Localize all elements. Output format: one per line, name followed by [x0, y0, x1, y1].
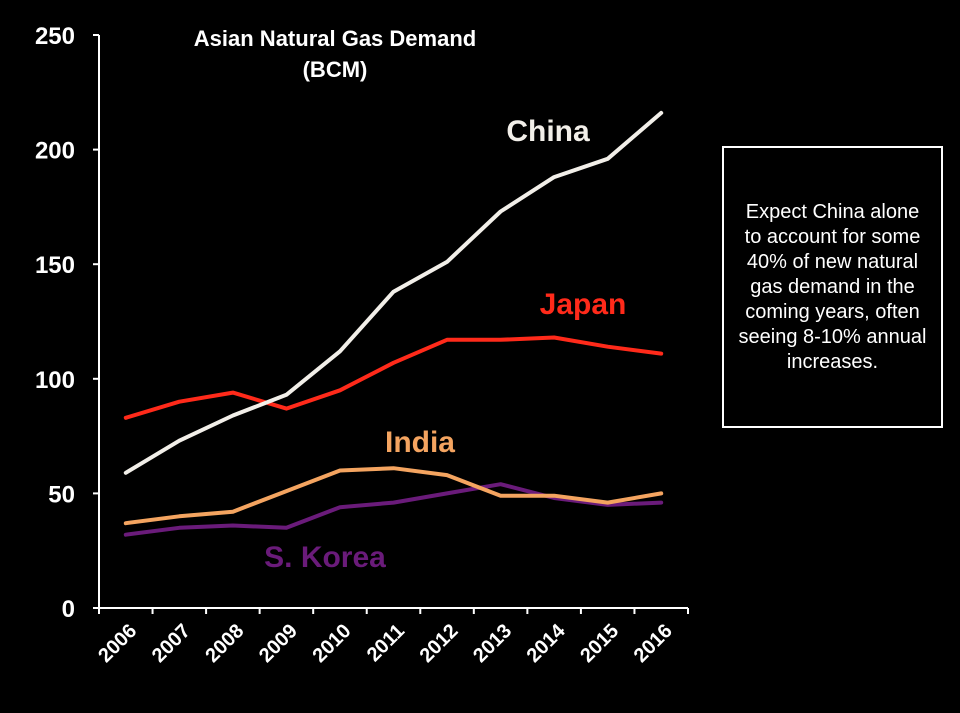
x-tick-label: 2010 [308, 620, 355, 667]
x-tick-label: 2011 [363, 620, 409, 666]
series-line-japan [123, 335, 664, 420]
y-tick-label: 100 [35, 367, 75, 394]
series-label-japan: Japan [540, 288, 627, 321]
x-tick-label: 2013 [469, 620, 516, 667]
x-tick-label: 2007 [148, 620, 195, 667]
series-label-china: China [506, 115, 590, 148]
y-tick-label: 0 [62, 596, 75, 623]
y-tick-label: 50 [48, 481, 75, 508]
x-tick-label: 2009 [255, 620, 302, 667]
annotation-box: Expect China alone to account for some 4… [722, 146, 943, 428]
series-lines [123, 110, 664, 537]
series-labels: China Japan India S. Korea [264, 115, 626, 574]
annotation-text: Expect China alone to account for some 4… [738, 200, 927, 373]
series-label-india: India [385, 426, 455, 459]
x-tick-label: 2008 [201, 620, 248, 667]
y-tick-label: 250 [35, 23, 75, 50]
x-tick-label: 2006 [94, 620, 141, 667]
chart-subtitle: (BCM) [303, 57, 368, 82]
x-tick-label: 2016 [630, 620, 677, 667]
series-line-s-korea [123, 482, 664, 537]
chart-title: Asian Natural Gas Demand [194, 26, 476, 51]
x-tick-label: 2015 [576, 620, 623, 667]
y-tick-label: 150 [35, 252, 75, 279]
y-tick-label: 200 [35, 138, 75, 165]
series-line-china [123, 110, 664, 475]
x-tick-label: 2014 [523, 619, 571, 667]
series-label-s-korea: S. Korea [264, 541, 386, 574]
series-line-india [123, 466, 664, 526]
x-tick-label: 2012 [416, 620, 463, 667]
